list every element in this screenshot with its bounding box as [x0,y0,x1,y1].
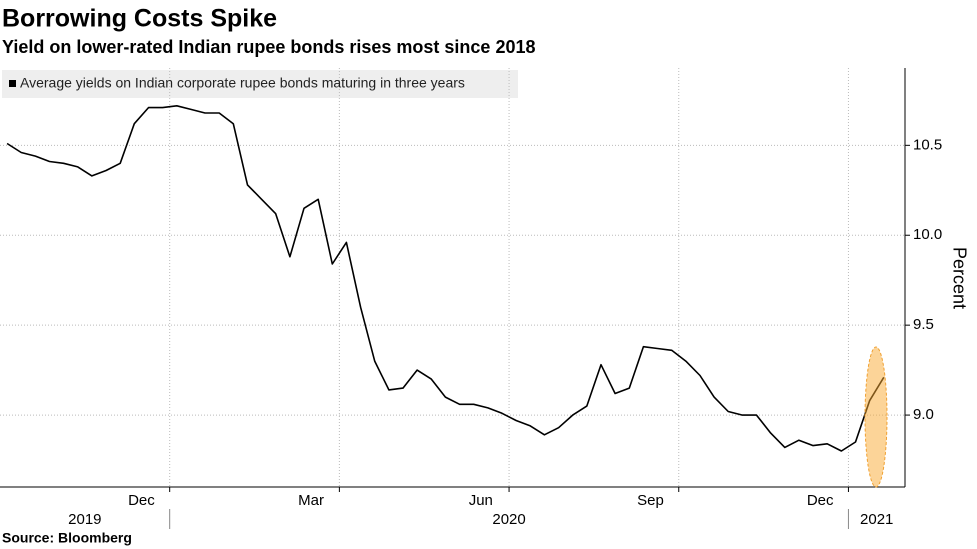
y-axis-label: Percent [949,247,969,309]
x-tick-label: Sep [637,492,664,509]
legend-box [2,70,518,98]
y-tick-label: 9.5 [913,316,934,333]
x-tick-label: Mar [298,492,324,509]
x-tick-label: Jun [469,492,493,509]
legend-swatch [9,80,16,87]
chart-subtitle: Yield on lower-rated Indian rupee bonds … [2,37,536,57]
y-tick-label: 10.0 [913,226,942,243]
series-line [6,105,885,452]
y-tick-label: 10.5 [913,136,942,153]
year-label: 2021 [860,511,893,528]
highlight [864,346,888,488]
y-tick-label: 9.0 [913,406,934,423]
year-label: 2019 [68,511,101,528]
x-tick-label: Dec [807,492,834,509]
source: Source: Bloomberg [2,530,132,546]
year-label: 2020 [492,511,525,528]
legend-label: Average yields on Indian corporate rupee… [20,75,465,91]
chart-title: Borrowing Costs Spike [2,5,277,33]
x-tick-label: Dec [128,492,155,509]
